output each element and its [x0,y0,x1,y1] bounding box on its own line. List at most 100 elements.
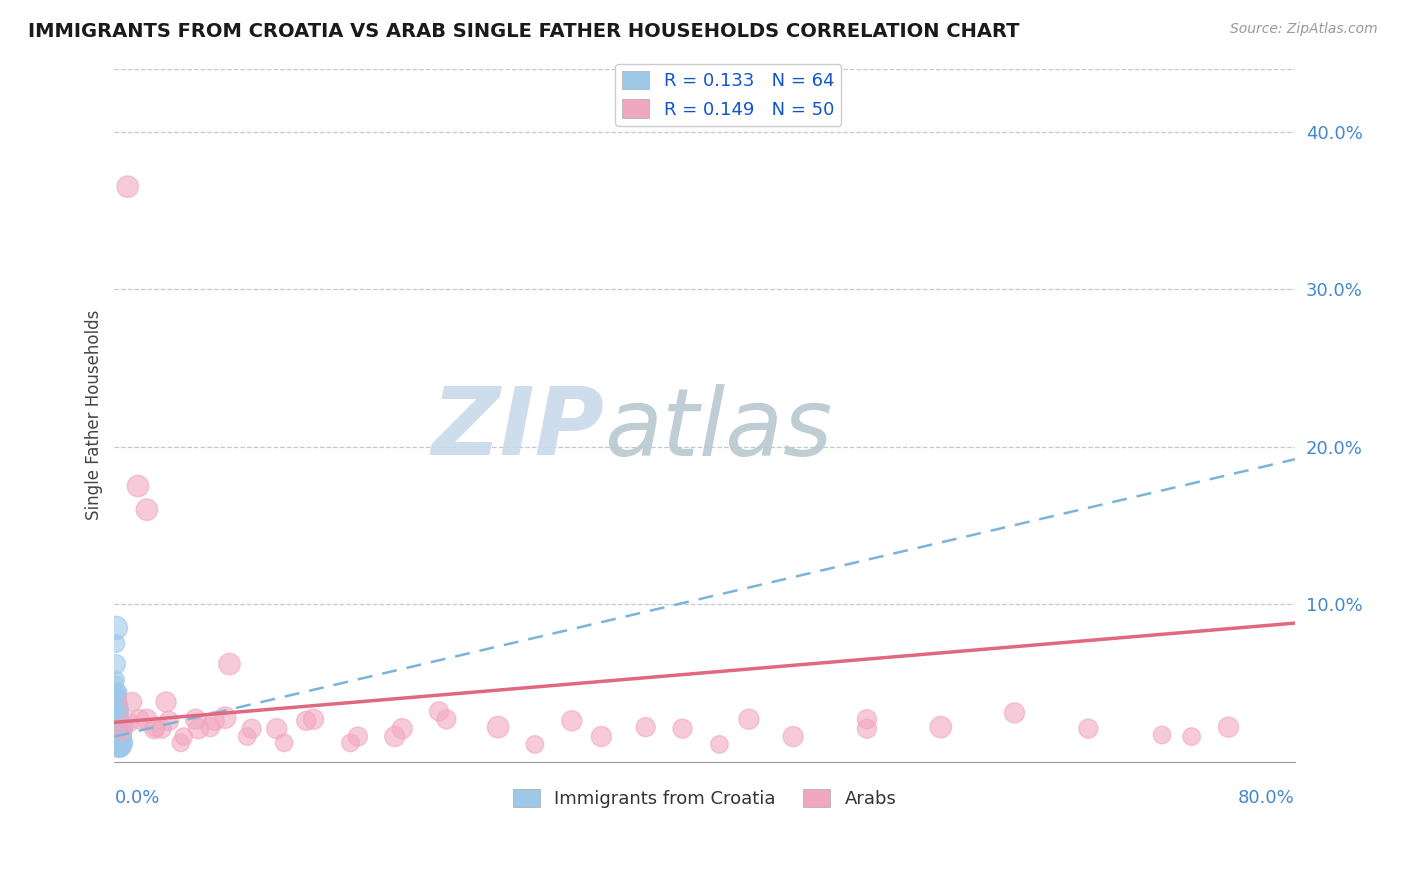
Point [105,711,128,725]
Point [108,724,131,739]
Point [486,720,509,734]
Point [214,711,236,725]
Point [112,736,135,750]
Point [634,720,657,734]
Point [105,703,128,717]
Point [266,722,288,736]
Point [108,730,131,744]
Point [108,736,131,750]
Point [187,722,209,736]
Point [135,502,157,516]
Point [1004,706,1026,720]
Point [339,736,361,750]
Point [105,706,128,720]
Point [105,689,128,703]
Point [200,720,222,734]
Y-axis label: Single Father Households: Single Father Households [86,310,103,520]
Point [111,728,134,742]
Point [117,179,139,194]
Point [856,712,879,726]
Point [104,711,127,725]
Point [105,685,128,699]
Point [104,676,127,690]
Point [738,712,761,726]
Point [118,715,141,730]
Point [108,717,131,731]
Point [110,732,132,747]
Point [105,685,128,699]
Point [143,722,166,736]
Point [561,714,583,728]
Point [218,657,240,671]
Point [273,736,295,750]
Point [105,714,128,728]
Point [105,699,128,714]
Legend: Immigrants from Croatia, Arabs: Immigrants from Croatia, Arabs [506,781,904,815]
Point [150,722,173,736]
Point [110,726,132,740]
Point [111,720,134,734]
Point [105,734,128,748]
Point [105,715,128,730]
Point [108,711,131,725]
Point [523,738,546,752]
Point [121,695,143,709]
Point [302,712,325,726]
Point [384,730,406,744]
Point [104,691,127,706]
Point [104,657,127,671]
Point [108,731,131,746]
Text: Source: ZipAtlas.com: Source: ZipAtlas.com [1230,22,1378,37]
Point [110,730,132,744]
Point [104,637,127,651]
Point [184,712,207,726]
Point [127,479,149,493]
Point [104,723,127,738]
Text: ZIP: ZIP [432,383,605,475]
Point [110,738,132,752]
Point [155,695,177,709]
Point [929,720,952,734]
Point [105,715,128,730]
Point [105,726,128,740]
Point [108,726,131,740]
Point [108,724,131,739]
Point [145,720,167,734]
Point [110,736,132,750]
Point [295,714,318,728]
Point [105,724,128,739]
Point [104,720,127,734]
Point [436,712,458,726]
Point [135,712,157,726]
Text: 80.0%: 80.0% [1239,789,1295,807]
Point [671,722,693,736]
Point [110,731,132,746]
Point [105,695,128,709]
Point [105,699,128,714]
Point [110,726,132,740]
Point [709,738,731,752]
Point [104,697,127,711]
Point [110,739,132,753]
Point [111,732,134,747]
Point [104,707,127,722]
Point [104,730,127,744]
Point [108,726,131,740]
Point [1152,728,1174,742]
Point [110,739,132,753]
Point [104,621,127,635]
Point [105,712,128,726]
Point [110,738,132,752]
Point [1218,720,1240,734]
Point [108,739,131,753]
Point [108,728,131,742]
Point [347,730,370,744]
Point [104,673,127,687]
Point [104,718,127,732]
Point [108,698,131,712]
Point [591,730,613,744]
Point [108,731,131,746]
Point [108,726,131,740]
Point [204,714,226,728]
Point [157,714,180,728]
